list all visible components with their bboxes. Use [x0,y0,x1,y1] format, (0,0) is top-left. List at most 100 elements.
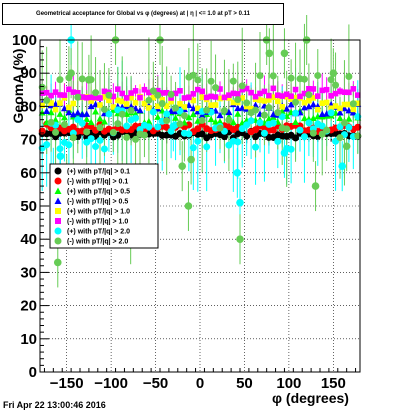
data-point [190,97,197,104]
data-point [319,87,326,94]
data-point [199,88,206,95]
data-point [292,118,300,125]
data-point [87,135,95,143]
data-point [88,94,94,101]
y-tick-label: 40 [20,231,37,248]
data-point [280,149,289,157]
data-point [48,100,54,106]
y-tick-label: 90 [20,65,37,82]
legend-marker [54,237,62,245]
axis-ticks: −150 −100 −50 0 50 100 150 0 10 20 30 40 50 60 70 80 90 1… [12,32,357,392]
data-point [92,108,100,115]
data-point [43,141,51,149]
x-tick-label: 50 [236,375,253,392]
data-point [266,97,272,103]
data-point [57,100,63,106]
data-point [212,94,219,100]
data-point [243,121,251,129]
data-point [354,92,361,98]
data-point [92,94,99,101]
x-tick-label: 150 [321,375,346,392]
data-point [256,72,264,80]
data-point [239,86,246,93]
data-point [319,100,326,106]
data-point [199,94,206,101]
data-point [287,101,295,108]
data-point [172,114,180,121]
legend-entry: (+) with pT/|q| > 0.5 [67,189,130,196]
data-point [69,134,77,142]
data-point [283,105,291,112]
data-point [114,120,122,128]
data-point [96,124,104,132]
y-tick-label: 50 [20,198,37,215]
data-point [247,117,255,125]
data-point [208,102,214,108]
data-point [226,92,232,98]
legend: (+) with pT/|q| > 0.1 (-) with pT/|q| > 0… [49,163,159,249]
data-point [225,108,233,116]
data-point [309,101,317,108]
data-point [203,143,211,151]
data-point [280,49,289,58]
data-point [132,88,139,94]
data-point [225,116,233,124]
data-point [163,89,170,96]
data-point [257,97,263,103]
data-point [203,94,210,101]
legend-marker [54,187,62,194]
data-point [194,105,201,112]
data-point [83,128,91,136]
data-point [287,145,295,153]
data-point [346,89,352,96]
data-point [158,99,166,107]
data-point [194,86,201,93]
data-point [190,91,197,97]
data-point [328,93,334,99]
data-point [198,116,206,124]
data-point [47,118,55,126]
data-point [43,89,50,96]
data-point [185,121,193,129]
data-point [297,93,303,100]
data-point [269,110,277,118]
data-point [252,106,260,114]
data-point [336,134,344,142]
data-point [159,90,166,96]
y-axis-label: GeomA (%) [10,48,26,124]
data-point [60,114,68,121]
data-point [350,106,357,113]
data-point [345,123,353,131]
data-point [252,93,259,100]
legend-marker [54,227,62,235]
data-point [292,109,300,117]
data-point [85,76,93,84]
data-point [243,85,250,92]
data-point [176,120,184,128]
data-point [310,95,317,101]
legend-box [49,163,159,249]
legend-entry: (+) with pT/|q| > 0.1 [67,169,130,176]
data-point [105,110,113,118]
data-point [114,86,121,92]
data-point [189,71,197,79]
data-point [145,117,153,125]
data-point [336,114,344,121]
data-point [57,92,63,98]
data-point [243,99,251,107]
data-point [216,111,224,119]
data-point [230,99,237,106]
data-point [67,69,75,77]
data-point [314,72,322,80]
data-point [194,137,202,145]
data-point [337,105,343,112]
data-point [146,105,152,111]
data-point [261,98,268,104]
legend-entry: (-) with pT/|q| > 0.5 [67,199,128,206]
data-point [43,107,51,114]
data-point [345,115,353,122]
y-tick-label: 0 [29,364,37,381]
data-point [163,103,170,109]
data-point [114,97,121,104]
